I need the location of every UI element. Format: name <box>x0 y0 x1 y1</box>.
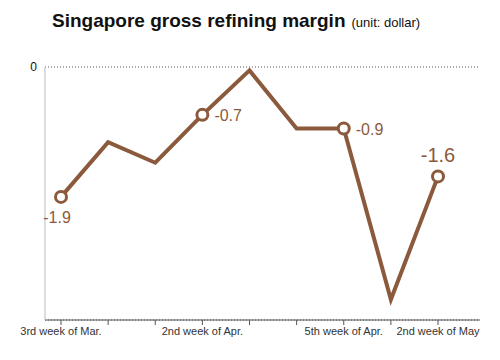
svg-text:-1.9: -1.9 <box>43 209 71 226</box>
svg-text:0: 0 <box>30 60 37 74</box>
svg-text:5th week of Apr.: 5th week of Apr. <box>305 325 383 337</box>
svg-text:2nd week of Apr.: 2nd week of Apr. <box>162 325 243 337</box>
svg-text:-0.9: -0.9 <box>356 121 384 138</box>
html-text:Singapore gross refining margi: Singapore gross refining margin (unit: d… <box>52 10 421 31</box>
svg-text:-0.7: -0.7 <box>214 107 242 124</box>
svg-text:-1.6: -1.6 <box>421 144 455 166</box>
svg-text:2nd week of May: 2nd week of May <box>396 325 480 337</box>
svg-text:3rd week of Mar.: 3rd week of Mar. <box>20 325 101 337</box>
